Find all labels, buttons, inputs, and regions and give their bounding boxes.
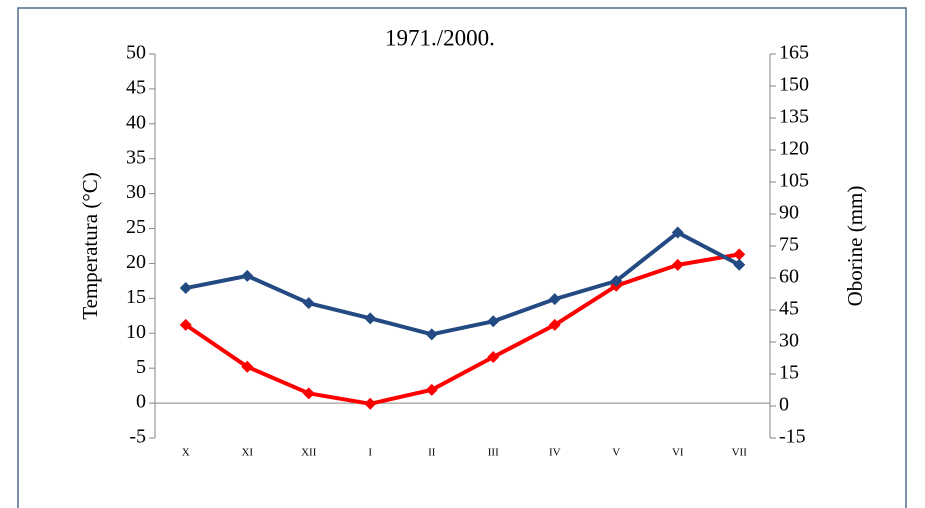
y2-tick-label: 0 <box>779 394 789 416</box>
y2-axis-label: Oborine (mm) <box>843 186 867 307</box>
y-axis-label: Temperatura (°C) <box>78 172 102 319</box>
point-marker <box>241 269 254 282</box>
x-tick-label: XII <box>301 447 317 459</box>
point-marker <box>487 351 500 364</box>
point-marker <box>733 258 746 271</box>
point-marker <box>733 248 746 261</box>
point-marker <box>610 274 623 287</box>
y2-tick-label: 90 <box>779 202 799 224</box>
point-marker <box>671 258 684 271</box>
series-line <box>184 252 740 406</box>
y-tick-label: 50 <box>126 42 146 64</box>
x-tick-label: I <box>368 447 372 459</box>
point-marker <box>364 312 377 325</box>
y2-tick-label: 30 <box>779 330 799 352</box>
series-line <box>185 230 741 337</box>
y2-tick-label: 120 <box>779 138 809 160</box>
point-marker <box>302 297 315 310</box>
y-tick-label: 25 <box>126 216 146 238</box>
point-marker <box>302 387 315 400</box>
y2-tick-label: 45 <box>779 298 799 320</box>
y2-tick-label: 135 <box>779 106 809 128</box>
y-tick-label: 15 <box>126 286 146 308</box>
y-tick-label: 45 <box>126 77 146 99</box>
point-marker <box>425 383 438 396</box>
point-marker <box>548 318 561 331</box>
x-tick-label: II <box>428 447 436 459</box>
point-marker <box>425 328 438 341</box>
y2-tick-label: 60 <box>779 266 799 288</box>
chart-frame <box>17 7 907 508</box>
y-tick-label: 40 <box>126 111 146 133</box>
y2-tick-label: -15 <box>779 426 806 448</box>
y-tick-label: 35 <box>126 146 146 168</box>
x-tick-label: VI <box>672 447 684 459</box>
point-marker <box>179 282 192 295</box>
y2-tick-label: 75 <box>779 234 799 256</box>
point-marker <box>487 315 500 328</box>
y2-tick-label: 165 <box>779 42 809 64</box>
x-tick-label: VII <box>732 447 748 459</box>
y-tick-label: 10 <box>126 321 146 343</box>
x-tick-label: X <box>182 447 190 459</box>
x-tick-label: IV <box>549 447 561 459</box>
y-tick-label: 30 <box>126 181 146 203</box>
y2-tick-label: 15 <box>779 362 799 384</box>
point-marker <box>671 226 684 239</box>
chart-title: 1971./2000. <box>385 25 495 50</box>
point-marker <box>364 397 377 410</box>
y-tick-label: 0 <box>136 391 146 413</box>
point-marker <box>179 318 192 331</box>
x-tick-label: XI <box>241 447 253 459</box>
x-tick-label: III <box>488 447 499 459</box>
y2-tick-label: 105 <box>779 170 809 192</box>
y-tick-label: -5 <box>129 426 146 448</box>
point-marker <box>548 293 561 306</box>
y2-tick-label: 150 <box>779 74 809 96</box>
x-tick-label: V <box>612 447 620 459</box>
point-marker <box>241 360 254 373</box>
y-tick-label: 20 <box>126 251 146 273</box>
y-tick-label: 5 <box>136 356 146 378</box>
